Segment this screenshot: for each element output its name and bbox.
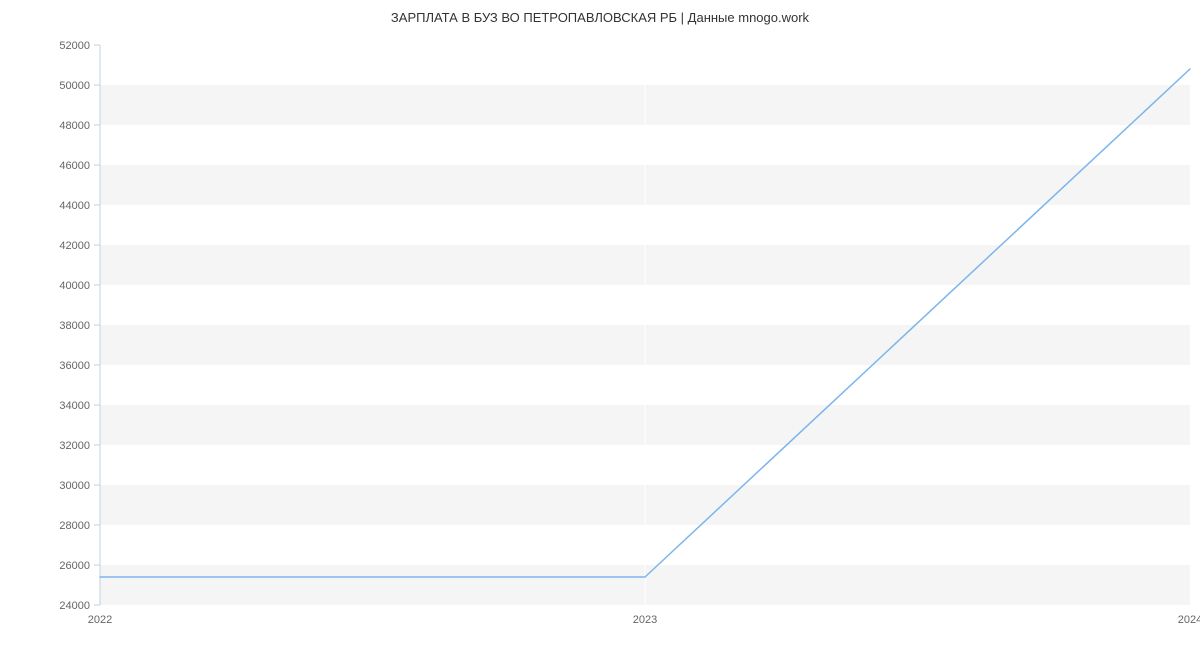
y-tick-label: 32000: [59, 440, 90, 452]
y-tick-label: 44000: [59, 200, 90, 212]
x-tick-label: 2022: [88, 614, 112, 626]
y-tick-label: 50000: [59, 80, 90, 92]
y-tick-label: 28000: [59, 520, 90, 532]
y-tick-label: 52000: [59, 40, 90, 52]
x-tick-label: 2024: [1178, 614, 1200, 626]
y-tick-label: 34000: [59, 400, 90, 412]
chart-title: ЗАРПЛАТА В БУЗ ВО ПЕТРОПАВЛОВСКАЯ РБ | Д…: [0, 10, 1200, 25]
y-tick-label: 26000: [59, 560, 90, 572]
salary-chart: ЗАРПЛАТА В БУЗ ВО ПЕТРОПАВЛОВСКАЯ РБ | Д…: [0, 0, 1200, 650]
x-tick-label: 2023: [633, 614, 657, 626]
y-tick-label: 48000: [59, 120, 90, 132]
y-tick-label: 42000: [59, 240, 90, 252]
y-tick-label: 24000: [59, 600, 90, 612]
chart-svg: 24000 26000 28000 30000 32000 34000 36000 38000…: [0, 0, 1200, 650]
y-tick-label: 38000: [59, 320, 90, 332]
y-tick-label: 30000: [59, 480, 90, 492]
y-tick-label: 36000: [59, 360, 90, 372]
y-tick-label: 40000: [59, 280, 90, 292]
y-tick-label: 46000: [59, 160, 90, 172]
